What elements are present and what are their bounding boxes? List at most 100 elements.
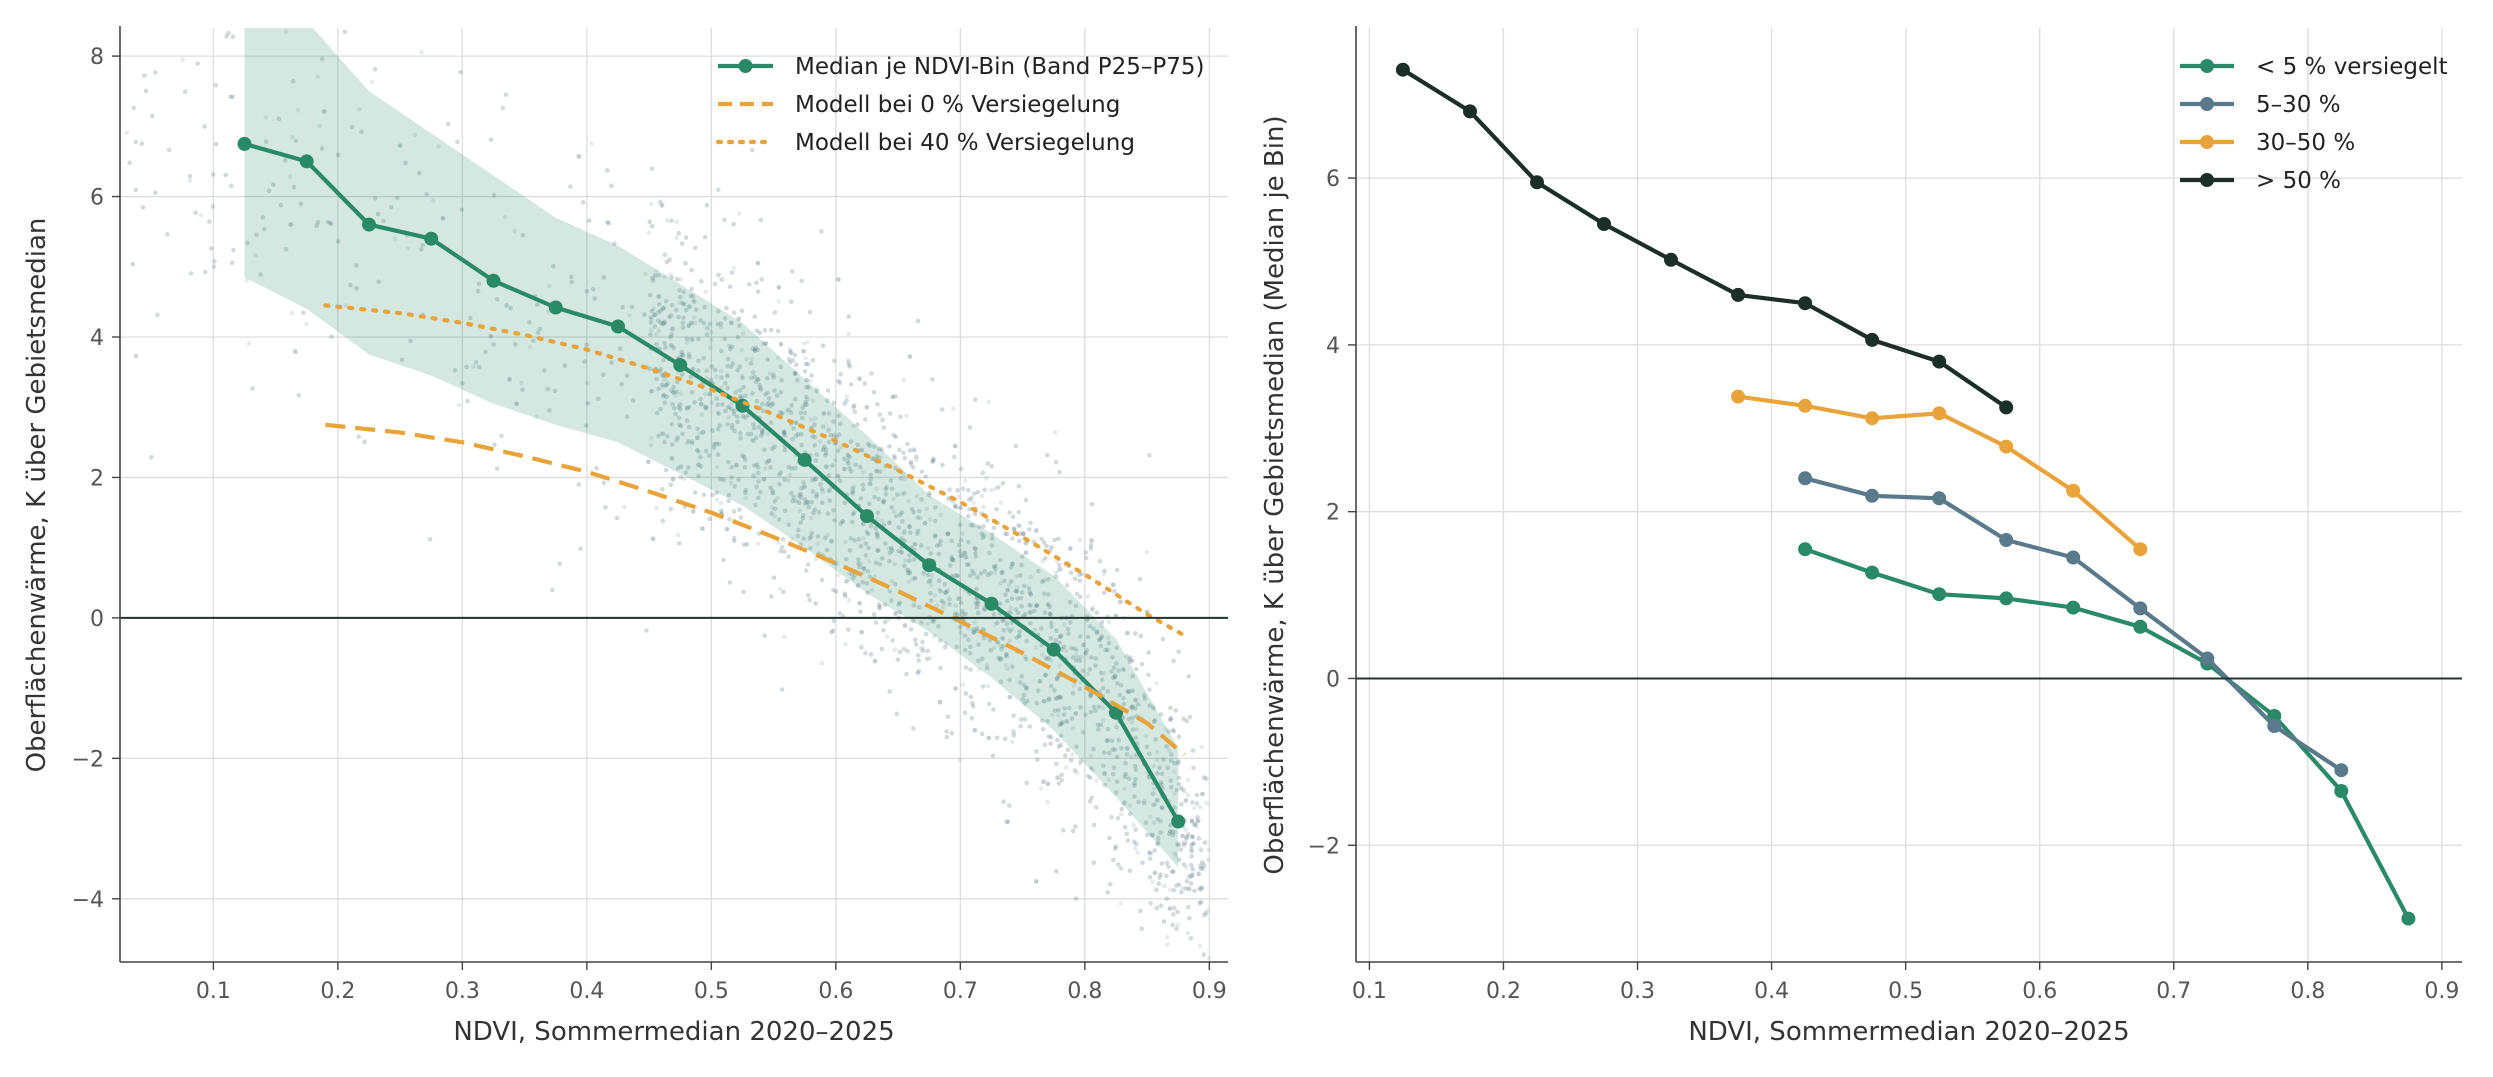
scatter-point xyxy=(828,432,834,438)
scatter-point xyxy=(1159,805,1165,811)
scatter-point xyxy=(838,371,843,377)
scatter-point xyxy=(1153,737,1159,742)
scatter-point xyxy=(1073,603,1079,609)
scatter-point xyxy=(888,478,894,483)
scatter-point xyxy=(727,284,733,290)
scatter-point xyxy=(1116,668,1121,673)
scatter-point xyxy=(911,447,916,452)
scatter-point xyxy=(789,491,794,496)
scatter-point xyxy=(1155,840,1161,845)
scatter-point xyxy=(657,199,663,205)
scatter-point xyxy=(1100,718,1106,723)
scatter-point xyxy=(710,428,715,433)
scatter-point xyxy=(992,570,997,575)
scatter-point xyxy=(1016,509,1022,515)
scatter-point xyxy=(771,372,776,378)
scatter-point xyxy=(681,289,687,295)
scatter-point xyxy=(1105,738,1111,743)
scatter-point xyxy=(1169,752,1174,757)
scatter-point xyxy=(896,602,901,607)
scatter-point xyxy=(1022,654,1028,659)
scatter-point xyxy=(915,528,921,534)
scatter-point xyxy=(408,338,413,344)
scatter-point xyxy=(1172,805,1177,810)
scatter-point xyxy=(1065,747,1071,752)
scatter-point xyxy=(1066,631,1071,636)
scatter-point xyxy=(985,683,991,689)
scatter-point xyxy=(1058,742,1064,748)
scatter-point xyxy=(1119,806,1125,812)
x-tick-label: 0.7 xyxy=(943,979,978,1004)
scatter-point xyxy=(662,252,668,258)
scatter-point xyxy=(1168,758,1174,763)
scatter-point xyxy=(1164,873,1169,879)
scatter-point xyxy=(507,377,512,382)
scatter-point xyxy=(883,541,888,546)
scatter-point xyxy=(945,531,950,537)
scatter-point xyxy=(802,369,808,374)
scatter-point xyxy=(1001,799,1006,805)
scatter-point xyxy=(919,469,925,475)
scatter-point xyxy=(718,477,724,482)
scatter-point xyxy=(777,410,783,415)
scatter-point xyxy=(732,390,738,396)
scatter-point xyxy=(908,627,914,632)
scatter-point xyxy=(1088,694,1093,699)
scatter-point xyxy=(1095,722,1101,728)
scatter-point xyxy=(663,468,669,473)
scatter-point xyxy=(1113,844,1119,849)
scatter-point xyxy=(153,70,158,75)
scatter-point xyxy=(718,477,724,482)
scatter-point xyxy=(1046,592,1051,597)
scatter-point xyxy=(1023,497,1029,503)
scatter-point xyxy=(1175,841,1180,847)
scatter-point xyxy=(647,292,653,298)
scatter-point xyxy=(755,377,761,382)
scatter-point xyxy=(1042,591,1047,597)
scatter-point xyxy=(859,644,864,650)
scatter-point xyxy=(698,464,704,469)
scatter-point xyxy=(1023,550,1029,555)
scatter-point xyxy=(1187,886,1192,892)
scatter-point xyxy=(677,288,682,293)
scatter-point xyxy=(244,278,249,283)
scatter-point xyxy=(1112,846,1118,852)
scatter-point xyxy=(1047,611,1053,616)
scatter-point xyxy=(1117,599,1123,605)
scatter-point xyxy=(1058,633,1064,639)
scatter-point xyxy=(976,524,982,530)
scatter-point xyxy=(1125,838,1131,843)
scatter-point xyxy=(1024,780,1029,786)
scatter-point xyxy=(1027,590,1033,595)
scatter-point xyxy=(1068,546,1073,551)
scatter-point xyxy=(919,469,925,475)
scatter-point xyxy=(1055,675,1060,681)
scatter-point xyxy=(1121,701,1127,707)
scatter-point xyxy=(819,577,825,583)
scatter-point xyxy=(405,246,411,251)
scatter-point xyxy=(999,646,1004,652)
scatter-point xyxy=(732,408,737,414)
scatter-point xyxy=(1001,799,1006,805)
scatter-point xyxy=(929,598,934,603)
scatter-point xyxy=(699,401,704,407)
scatter-point xyxy=(788,350,794,356)
scatter-point xyxy=(687,354,692,360)
scatter-point xyxy=(1014,574,1019,579)
scatter-point xyxy=(620,305,625,310)
scatter-point xyxy=(1172,905,1177,911)
scatter-point xyxy=(1096,727,1101,732)
scatter-point xyxy=(807,309,813,315)
scatter-point xyxy=(1000,481,1006,486)
scatter-point xyxy=(897,649,903,655)
scatter-point xyxy=(149,454,154,460)
scatter-point xyxy=(944,734,950,740)
scatter-point xyxy=(824,464,829,470)
scatter-point xyxy=(660,306,666,311)
scatter-point xyxy=(696,368,701,373)
scatter-point xyxy=(766,458,772,464)
scatter-point xyxy=(520,232,526,238)
scatter-point xyxy=(403,160,409,166)
scatter-point xyxy=(686,404,692,410)
scatter-point xyxy=(1196,871,1201,876)
